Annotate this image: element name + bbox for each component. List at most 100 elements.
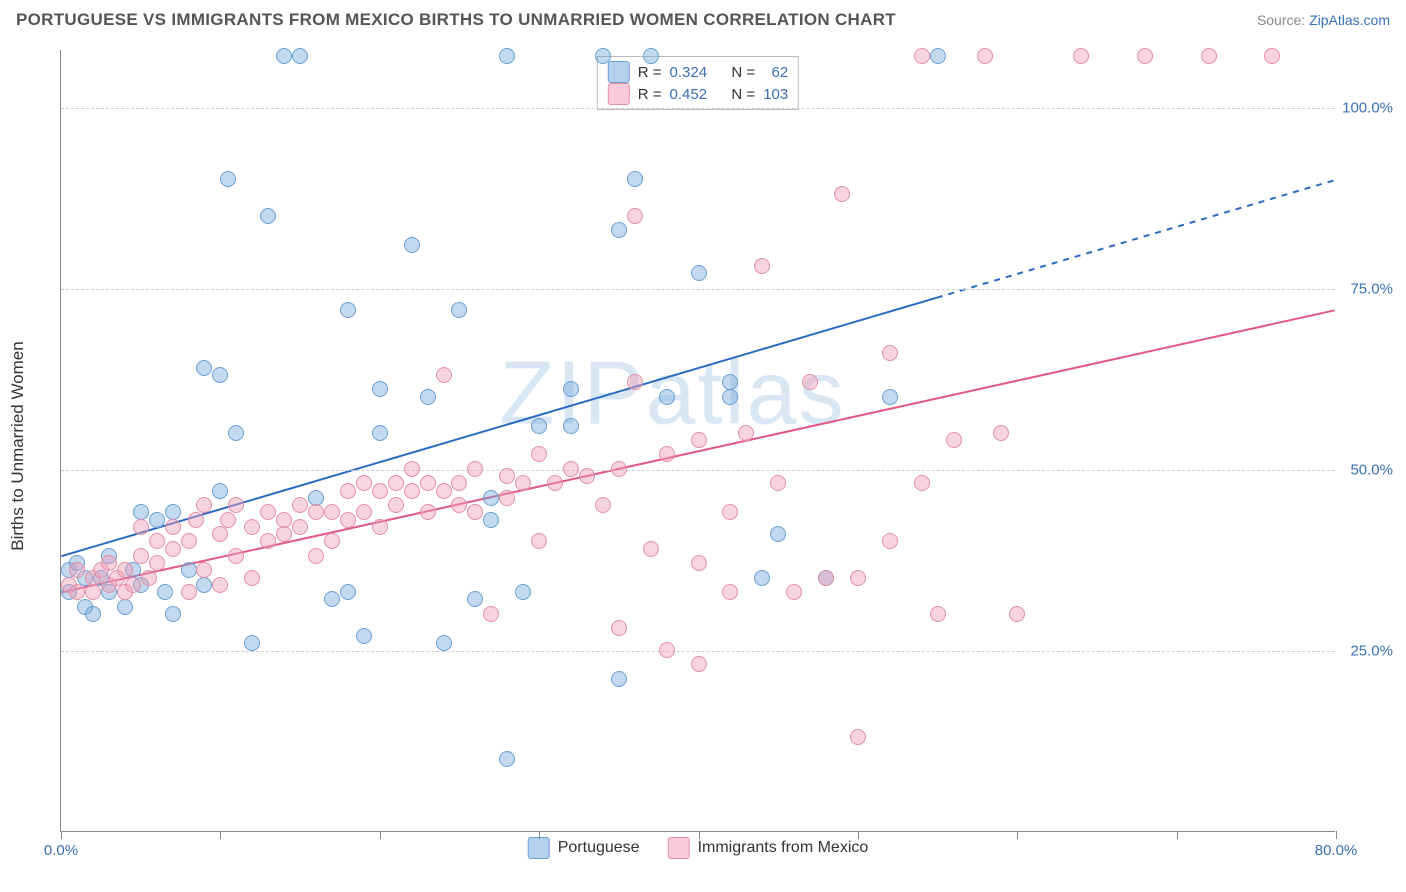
data-point bbox=[157, 584, 173, 600]
data-point bbox=[611, 620, 627, 636]
data-point bbox=[499, 468, 515, 484]
xtick bbox=[858, 831, 859, 839]
data-point bbox=[882, 345, 898, 361]
data-point bbox=[212, 526, 228, 542]
trend-line-dashed bbox=[937, 180, 1335, 298]
data-point bbox=[451, 475, 467, 491]
legend-row-series1: R = 0.324 N = 62 bbox=[608, 61, 788, 83]
data-point bbox=[244, 519, 260, 535]
data-point bbox=[531, 446, 547, 462]
xtick bbox=[1017, 831, 1018, 839]
data-point bbox=[244, 635, 260, 651]
data-point bbox=[292, 497, 308, 513]
data-point bbox=[595, 497, 611, 513]
data-point bbox=[212, 367, 228, 383]
data-point bbox=[977, 48, 993, 64]
data-point bbox=[436, 483, 452, 499]
data-point bbox=[818, 570, 834, 586]
data-point bbox=[165, 541, 181, 557]
data-point bbox=[388, 497, 404, 513]
data-point bbox=[212, 577, 228, 593]
data-point bbox=[276, 48, 292, 64]
data-point bbox=[451, 302, 467, 318]
data-point bbox=[356, 475, 372, 491]
data-point bbox=[404, 461, 420, 477]
data-point bbox=[340, 302, 356, 318]
legend-label-s1: Portuguese bbox=[558, 839, 640, 857]
data-point bbox=[659, 446, 675, 462]
data-point bbox=[1137, 48, 1153, 64]
data-point bbox=[181, 562, 197, 578]
legend-row-series2: R = 0.452 N = 103 bbox=[608, 83, 788, 105]
data-point bbox=[850, 570, 866, 586]
data-point bbox=[196, 562, 212, 578]
data-point bbox=[722, 504, 738, 520]
legend-item-s1: Portuguese bbox=[528, 837, 640, 859]
data-point bbox=[133, 548, 149, 564]
scatter-plot: ZIPatlas R = 0.324 N = 62 R = 0.452 N = … bbox=[60, 50, 1335, 832]
data-point bbox=[499, 48, 515, 64]
data-point bbox=[467, 591, 483, 607]
data-point bbox=[228, 497, 244, 513]
data-point bbox=[563, 461, 579, 477]
data-point bbox=[691, 265, 707, 281]
swatch-icon bbox=[608, 61, 630, 83]
data-point bbox=[1073, 48, 1089, 64]
n-value-s2: 103 bbox=[763, 86, 788, 103]
ytick-label: 75.0% bbox=[1350, 280, 1393, 297]
data-point bbox=[483, 490, 499, 506]
ytick-label: 50.0% bbox=[1350, 461, 1393, 478]
data-point bbox=[420, 504, 436, 520]
data-point bbox=[722, 389, 738, 405]
xtick bbox=[380, 831, 381, 839]
data-point bbox=[165, 519, 181, 535]
data-point bbox=[308, 504, 324, 520]
source-link[interactable]: ZipAtlas.com bbox=[1309, 12, 1390, 28]
y-axis-label: Births to Unmarried Women bbox=[8, 341, 28, 550]
data-point bbox=[133, 519, 149, 535]
data-point bbox=[467, 461, 483, 477]
data-point bbox=[595, 48, 611, 64]
data-point bbox=[850, 729, 866, 745]
data-point bbox=[770, 526, 786, 542]
ytick-label: 25.0% bbox=[1350, 642, 1393, 659]
data-point bbox=[292, 519, 308, 535]
data-point bbox=[993, 425, 1009, 441]
data-point bbox=[85, 606, 101, 622]
data-point bbox=[388, 475, 404, 491]
data-point bbox=[125, 577, 141, 593]
data-point bbox=[324, 591, 340, 607]
data-point bbox=[340, 483, 356, 499]
data-point bbox=[563, 418, 579, 434]
data-point bbox=[181, 584, 197, 600]
trend-line-solid bbox=[61, 310, 1334, 592]
data-point bbox=[141, 570, 157, 586]
legend-label-s2: Immigrants from Mexico bbox=[698, 839, 869, 857]
data-point bbox=[563, 381, 579, 397]
swatch-icon bbox=[668, 837, 690, 859]
data-point bbox=[220, 512, 236, 528]
data-point bbox=[117, 599, 133, 615]
data-point bbox=[1009, 606, 1025, 622]
data-point bbox=[930, 606, 946, 622]
data-point bbox=[260, 208, 276, 224]
chart-header: PORTUGUESE VS IMMIGRANTS FROM MEXICO BIR… bbox=[16, 10, 1390, 30]
data-point bbox=[722, 374, 738, 390]
data-point bbox=[483, 512, 499, 528]
data-point bbox=[340, 584, 356, 600]
data-point bbox=[212, 483, 228, 499]
data-point bbox=[659, 642, 675, 658]
data-point bbox=[117, 562, 133, 578]
data-point bbox=[220, 171, 236, 187]
data-point bbox=[946, 432, 962, 448]
data-point bbox=[643, 48, 659, 64]
data-point bbox=[244, 570, 260, 586]
data-point bbox=[324, 533, 340, 549]
n-label: N = bbox=[731, 64, 755, 81]
legend-series-box: Portuguese Immigrants from Mexico bbox=[528, 837, 869, 859]
data-point bbox=[149, 533, 165, 549]
data-point bbox=[754, 570, 770, 586]
gridline bbox=[61, 289, 1335, 290]
r-value-s1: 0.324 bbox=[670, 64, 708, 81]
data-point bbox=[196, 577, 212, 593]
